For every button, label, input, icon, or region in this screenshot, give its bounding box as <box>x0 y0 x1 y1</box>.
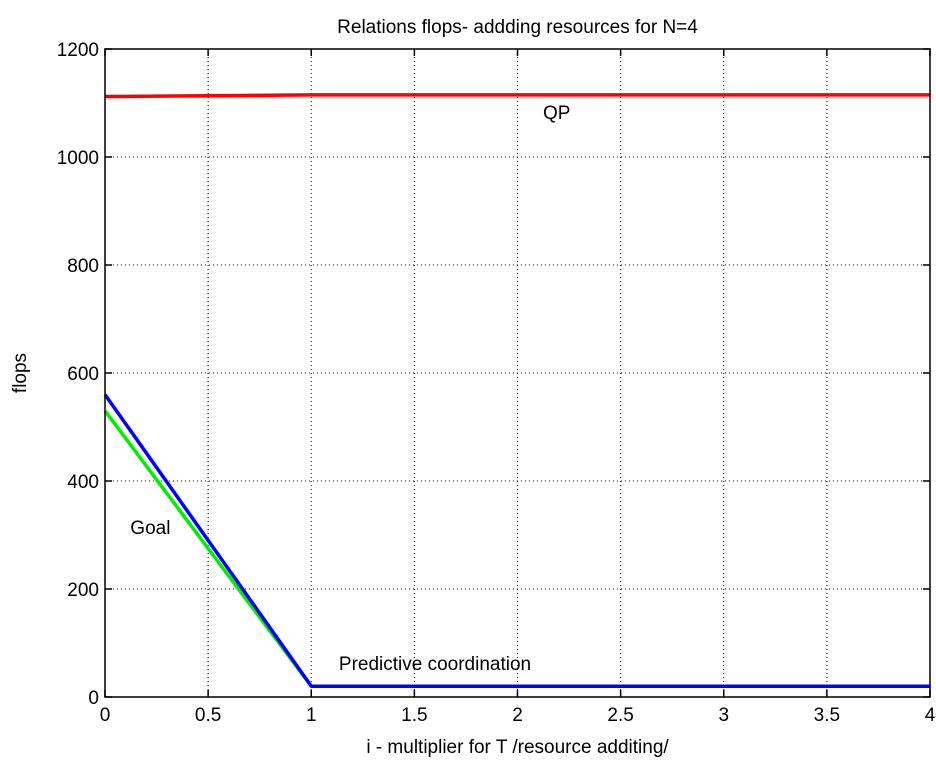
y-tick-label: 200 <box>67 580 99 601</box>
x-tick-label: 0.5 <box>195 705 221 726</box>
x-axis-label: i - multiplier for T /resource additing/ <box>366 737 669 758</box>
chart-title: Relations flops- addding resources for N… <box>337 17 698 38</box>
annotation-label: Goal <box>130 518 170 539</box>
x-tick-label: 3.5 <box>814 705 840 726</box>
series-line-3 <box>103 393 930 688</box>
x-tick-label: 0 <box>100 705 111 726</box>
annotation-label: Predictive coordination <box>339 654 531 675</box>
y-tick-label: 800 <box>67 256 99 277</box>
y-tick-label: 400 <box>67 472 99 493</box>
annotation-label: QP <box>543 103 570 124</box>
y-tick-label: 0 <box>88 688 99 709</box>
y-tick-label: 1200 <box>57 40 99 61</box>
y-axis-label: flops <box>10 353 31 393</box>
y-tick-label: 600 <box>67 364 99 385</box>
tick-labels: 0 0.5 1 1.5 2 2.5 3 3.5 4 0 200 400 600 800 1000 1200 <box>57 40 936 726</box>
series-line-1 <box>104 93 930 99</box>
x-tick-label: 3 <box>718 705 729 726</box>
series-lines <box>103 93 930 688</box>
x-tick-label: 2.5 <box>607 705 633 726</box>
y-tick-label: 1000 <box>57 148 99 169</box>
annotations: QP Goal Predictive coordination <box>130 103 570 675</box>
x-tick-label: 4 <box>925 705 936 726</box>
axis-ticks <box>104 48 931 698</box>
x-tick-label: 2 <box>512 705 523 726</box>
grid <box>105 49 930 697</box>
x-tick-label: 1.5 <box>401 705 427 726</box>
x-tick-label: 1 <box>306 705 317 726</box>
